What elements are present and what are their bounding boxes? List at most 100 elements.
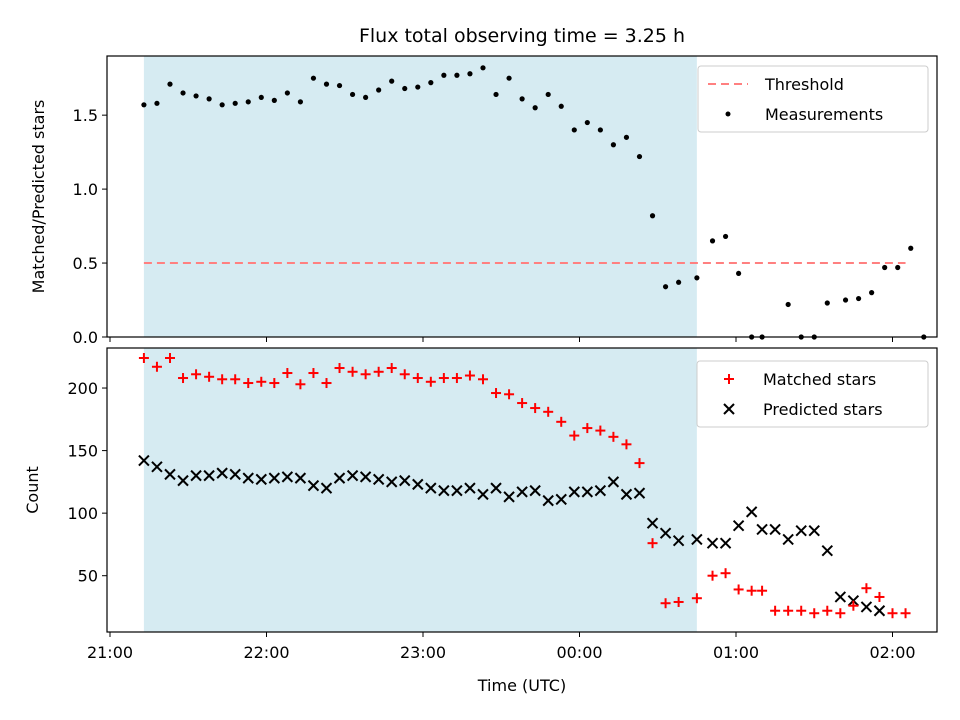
predicted-star-point <box>607 476 620 488</box>
predicted-star-point <box>425 482 437 494</box>
predicted-star-point <box>659 527 672 539</box>
predicted-star-point-b <box>745 506 758 518</box>
matched-star-point <box>595 425 606 436</box>
predicted-star-point <box>542 494 554 507</box>
predicted-star-point <box>633 487 646 499</box>
x-tick-label: 23:00 <box>400 643 446 662</box>
predicted-star-point <box>138 454 150 467</box>
legend-measurements-swatch <box>725 111 731 117</box>
legend-matched-marker <box>724 374 734 384</box>
matched-star-point <box>151 361 162 372</box>
predicted-star-point <box>834 591 847 603</box>
measurement-point <box>141 102 147 108</box>
measurement-point <box>855 295 862 302</box>
matched-star-point <box>360 369 371 380</box>
predicted-star-point <box>216 467 228 479</box>
predicted-star-point-b <box>385 476 398 488</box>
matched-star-point <box>647 538 658 549</box>
measurement-point <box>895 264 901 271</box>
measurement-point <box>180 90 186 96</box>
measurement-point <box>245 99 251 105</box>
matched-star-point <box>634 458 645 469</box>
matched-star-point <box>746 585 757 596</box>
predicted-star-point-b <box>847 595 860 607</box>
measurement-point <box>167 81 173 87</box>
predicted-star-point <box>691 533 703 546</box>
predicted-star-point <box>568 486 580 498</box>
predicted-star-point-b <box>633 487 646 499</box>
matched-star-point <box>308 368 319 379</box>
matched-star-point <box>256 376 267 387</box>
bottom-y-tick-label: 50 <box>78 567 98 586</box>
predicted-star-point <box>281 471 294 483</box>
predicted-star-point-b <box>307 479 320 492</box>
predicted-star-point <box>399 474 411 487</box>
predicted-star-point-b <box>268 472 281 484</box>
matched-star-point <box>530 403 541 414</box>
matched-star-point <box>412 373 423 384</box>
matched-star-point <box>464 370 475 381</box>
bottom-y-tick-label: 100 <box>67 504 98 523</box>
predicted-star-point-b <box>425 482 437 494</box>
measurement-point <box>467 71 473 77</box>
predicted-star-point-b <box>255 473 267 486</box>
top-axes-frame <box>106 55 938 338</box>
measurement-point <box>610 142 617 148</box>
measurement-point <box>297 99 304 105</box>
top-legend: Threshold Measurements <box>697 65 929 133</box>
bottom-marks-layer <box>138 353 911 619</box>
matched-star-point <box>835 608 846 619</box>
observing-window-span <box>143 56 697 337</box>
predicted-star-point-b <box>821 544 833 557</box>
bottom-legend: Matched stars Predicted stars <box>696 360 929 428</box>
measurement-point <box>206 96 212 102</box>
measurement-point <box>193 93 199 99</box>
predicted-star-point-b <box>808 524 820 537</box>
matched-star-point <box>673 596 684 607</box>
predicted-star-point-b <box>769 523 781 536</box>
matched-star-point <box>504 389 515 400</box>
matched-star-point <box>438 373 449 384</box>
measurement-point <box>376 87 382 93</box>
predicted-star-point <box>333 472 346 484</box>
predicted-star-point-b <box>477 488 489 501</box>
predicted-star-point-b <box>294 472 307 484</box>
predicted-star-point-b <box>756 523 768 536</box>
predicted-star-point-b <box>659 527 672 539</box>
measurement-point <box>519 96 525 102</box>
measurement-point <box>882 264 888 271</box>
predicted-star-point-b <box>464 482 476 494</box>
measurement-point <box>869 290 875 296</box>
bottom-y-axis-label: Count <box>23 466 42 514</box>
x-tick-label: 01:00 <box>713 643 759 662</box>
predicted-star-point <box>732 519 745 532</box>
predicted-star-point <box>769 523 781 536</box>
predicted-star-point <box>706 537 719 549</box>
predicted-star-point-b <box>607 476 620 488</box>
measurement-point <box>722 233 729 240</box>
predicted-star-point <box>555 493 567 506</box>
predicted-star-point <box>320 482 333 494</box>
predicted-star-point <box>151 461 163 473</box>
predicted-star-point <box>873 605 886 617</box>
matched-star-point <box>425 376 436 387</box>
predicted-star-point <box>268 472 281 484</box>
top-legend-box <box>697 65 929 133</box>
x-tick-label: 21:00 <box>87 643 133 662</box>
predicted-star-point <box>359 471 372 483</box>
predicted-star-point <box>346 469 359 482</box>
predicted-star-point-b <box>706 537 719 549</box>
predicted-star-point <box>372 473 385 486</box>
x-tick-label: 02:00 <box>869 643 915 662</box>
matched-star-point <box>569 430 580 441</box>
predicted-star-point-b <box>834 591 847 603</box>
matched-star-point <box>138 353 149 364</box>
observing-window-span <box>143 348 697 632</box>
predicted-star-point-b <box>672 534 685 547</box>
bottom-ticks-layer: 21:00 22:00 23:00 00:00 01:00 02:00 50 100 150 20… <box>67 379 915 662</box>
measurement-point <box>493 91 499 98</box>
predicted-star-point <box>795 524 807 537</box>
matched-star-point <box>621 439 632 450</box>
top-y-tick-label: 1.0 <box>73 180 98 199</box>
measurement-point <box>506 75 512 81</box>
